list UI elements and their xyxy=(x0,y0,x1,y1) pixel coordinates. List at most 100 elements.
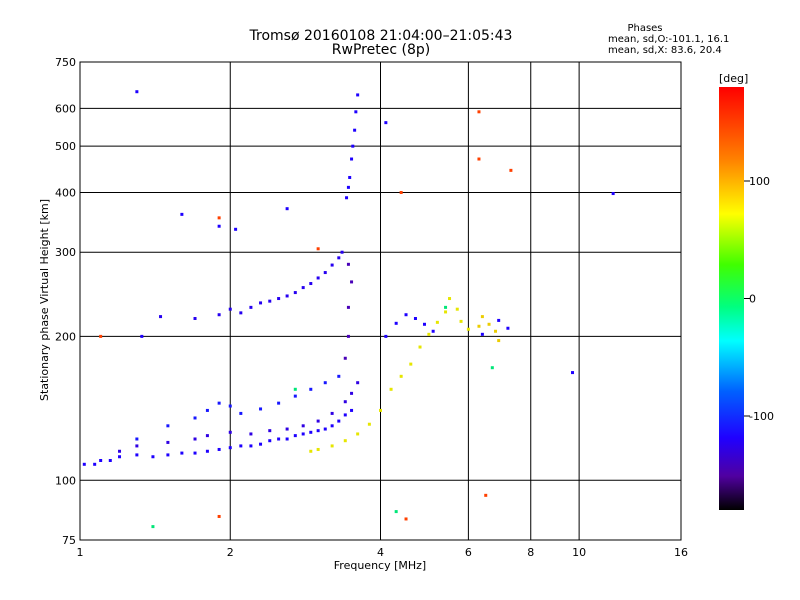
chart-title: Tromsø 20160108 21:04:00–21:05:43 xyxy=(249,28,513,44)
data-point xyxy=(309,449,313,453)
data-point xyxy=(301,424,305,428)
data-point xyxy=(497,339,501,343)
data-point xyxy=(346,305,350,309)
data-point xyxy=(346,334,350,338)
data-point xyxy=(455,307,459,311)
data-point xyxy=(389,387,393,391)
y-tick-label: 750 xyxy=(55,56,76,69)
data-point xyxy=(316,419,320,423)
y-tick-label: 500 xyxy=(55,140,76,153)
data-point xyxy=(506,326,510,330)
data-point xyxy=(259,301,263,305)
data-point xyxy=(140,334,144,338)
data-point xyxy=(448,297,452,301)
data-point xyxy=(611,192,615,196)
data-point xyxy=(330,424,334,428)
data-point xyxy=(497,318,501,322)
data-point xyxy=(228,404,232,408)
data-point xyxy=(277,297,281,301)
data-point xyxy=(494,329,498,333)
data-point xyxy=(356,432,360,436)
x-axis-ticks: 1 2 4 6 8 10 16 xyxy=(77,546,689,559)
data-point xyxy=(135,437,139,441)
data-point xyxy=(309,387,313,391)
x-tick-label: 2 xyxy=(227,546,234,559)
data-point xyxy=(351,144,355,148)
colorbar-ticks: 100 0 -100 xyxy=(744,175,774,423)
data-point xyxy=(99,458,103,462)
data-point xyxy=(323,271,327,275)
legend-line-x: mean, sd,X: 83.6, 20.4 xyxy=(608,45,722,56)
data-point xyxy=(99,334,103,338)
data-point xyxy=(180,451,184,455)
data-point xyxy=(93,462,97,466)
data-point xyxy=(217,447,221,451)
data-point xyxy=(234,227,238,231)
data-point xyxy=(354,110,358,114)
data-point xyxy=(217,224,221,228)
data-point xyxy=(477,110,481,114)
x-tick-label: 8 xyxy=(527,546,534,559)
data-point xyxy=(477,157,481,161)
data-point xyxy=(330,263,334,267)
data-point xyxy=(228,307,232,311)
data-point xyxy=(151,525,155,529)
chart-subtitle: RwPretec (8p) xyxy=(332,42,430,58)
data-point xyxy=(337,256,341,260)
data-point xyxy=(394,510,398,514)
data-point xyxy=(444,310,448,314)
grid xyxy=(80,62,681,540)
data-point xyxy=(345,196,349,200)
data-point xyxy=(484,493,488,497)
data-point xyxy=(399,190,403,194)
data-point xyxy=(268,299,272,303)
y-tick-label: 600 xyxy=(55,102,76,115)
data-point xyxy=(330,411,334,415)
data-point xyxy=(353,128,357,132)
data-point xyxy=(277,401,281,405)
data-points xyxy=(82,90,615,529)
data-point xyxy=(268,439,272,443)
y-tick-label: 100 xyxy=(55,474,76,487)
data-point xyxy=(571,371,575,375)
data-point xyxy=(477,324,481,328)
data-point xyxy=(205,408,209,412)
data-point xyxy=(228,446,232,450)
data-point xyxy=(340,250,344,254)
x-tick-label: 16 xyxy=(674,546,688,559)
data-point xyxy=(330,444,334,448)
data-point xyxy=(480,332,484,336)
data-point xyxy=(413,316,417,320)
data-point xyxy=(466,327,470,331)
data-point xyxy=(249,444,253,448)
data-point xyxy=(259,442,263,446)
data-point xyxy=(118,455,122,459)
y-axis-label: Stationary phase Virtual Height [km] xyxy=(38,199,51,401)
data-point xyxy=(118,449,122,453)
data-point xyxy=(108,458,112,462)
data-point xyxy=(193,316,197,320)
data-point xyxy=(384,121,388,125)
data-point xyxy=(459,319,463,323)
data-point xyxy=(159,315,163,319)
data-point xyxy=(166,453,170,457)
data-point xyxy=(285,437,289,441)
data-point xyxy=(239,311,243,315)
colorbar xyxy=(719,87,744,510)
y-tick-label: 300 xyxy=(55,246,76,259)
x-tick-label: 1 xyxy=(77,546,84,559)
data-point xyxy=(135,453,139,457)
data-point xyxy=(82,462,86,466)
data-point xyxy=(356,93,360,97)
x-tick-label: 4 xyxy=(377,546,384,559)
data-point xyxy=(348,175,352,179)
y-tick-label: 400 xyxy=(55,186,76,199)
data-point xyxy=(277,437,281,441)
data-point xyxy=(343,413,347,417)
data-point xyxy=(285,294,289,298)
data-point xyxy=(316,447,320,451)
data-point xyxy=(431,329,435,333)
data-point xyxy=(422,322,426,326)
data-point xyxy=(293,387,297,391)
